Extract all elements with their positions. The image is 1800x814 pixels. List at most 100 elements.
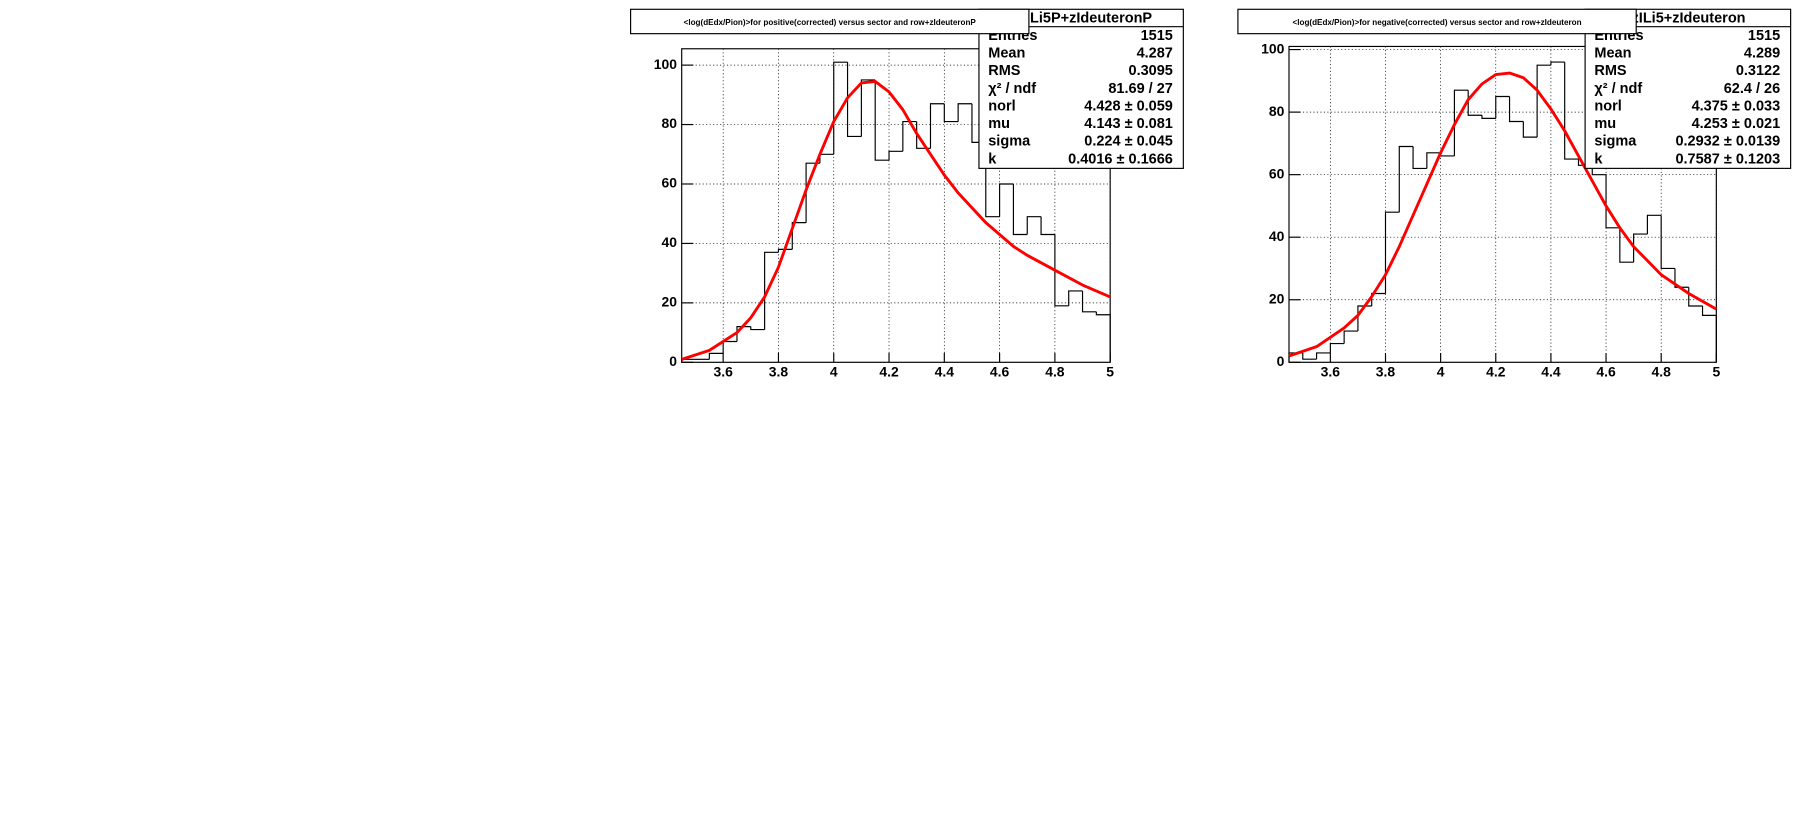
histogram-bin [1040, 216, 1055, 236]
y-tick-label: 0 [1277, 353, 1285, 369]
histogram-bin [929, 103, 945, 149]
stats-box [978, 8, 1184, 169]
histogram-bin [1412, 146, 1427, 169]
stats-box [1584, 8, 1792, 169]
x-tick-label: 3.8 [1376, 363, 1396, 379]
stats-value: 4.428 ± 0.059 [1084, 98, 1173, 114]
histogram-bin [1095, 311, 1111, 363]
y-tick-label: 80 [1269, 103, 1285, 119]
histogram-bin [874, 79, 890, 161]
stats-value: 0.3122 [1736, 63, 1780, 79]
stats-label: k [988, 151, 997, 167]
stats-value: 4.143 ± 0.081 [1084, 116, 1173, 132]
histogram-bin [1081, 290, 1097, 313]
histogram-bin [957, 103, 972, 122]
histogram-bin [1026, 216, 1042, 235]
histogram-bin [846, 62, 862, 138]
histogram-bin [860, 79, 876, 137]
title-box [630, 8, 1030, 35]
x-tick-label: 3.8 [769, 363, 789, 379]
histogram-bin [999, 183, 1014, 217]
stats-value: 4.253 ± 0.021 [1692, 116, 1781, 132]
stats-label: Mean [1594, 45, 1631, 61]
histogram-bin [1619, 227, 1634, 263]
stats-label: sigma [988, 134, 1031, 150]
x-tick-label: 5 [1106, 363, 1114, 379]
stats-value: 0.7587 ± 0.1203 [1675, 151, 1780, 167]
histogram-bin [777, 248, 793, 253]
stats-label: norl [1594, 98, 1621, 114]
histogram-bin [1357, 305, 1372, 332]
stats-value: 0.3095 [1129, 63, 1173, 79]
y-tick-label: 20 [662, 294, 678, 310]
histogram-bin [1660, 215, 1675, 270]
stats-value: 1515 [1141, 28, 1173, 44]
histogram-bin [1536, 64, 1551, 138]
x-tick-label: 4.2 [1486, 363, 1506, 379]
x-tick-label: 4.8 [1652, 363, 1672, 379]
histogram-bin [1674, 268, 1689, 288]
y-tick-label: 60 [1269, 165, 1285, 181]
y-tick-label: 100 [654, 56, 677, 72]
title-box [1237, 8, 1637, 35]
stats-label: χ² / ndf [988, 81, 1036, 97]
x-tick-label: 4 [830, 363, 838, 379]
stats-title: Li5P+zIdeuteronP [1030, 10, 1152, 26]
stats-label: norl [988, 98, 1015, 114]
histogram-bin [736, 326, 751, 342]
histogram-bin [1646, 214, 1662, 235]
histogram-bin [791, 222, 807, 250]
stats-value: 62.4 / 26 [1724, 81, 1780, 97]
stats-label: χ² / ndf [1594, 81, 1642, 97]
stats-label: RMS [1594, 63, 1627, 79]
x-tick-label: 4 [1437, 363, 1445, 379]
x-tick-label: 5 [1712, 363, 1720, 379]
x-tick-label: 4.6 [1596, 363, 1616, 379]
histogram-bin [1605, 174, 1620, 229]
chart-title: <log(dEdx/Pion)>for positive(corrected) … [684, 18, 977, 27]
histogram-bin [1329, 342, 1345, 353]
histogram-bin [1426, 152, 1441, 169]
stats-label: k [1594, 151, 1603, 167]
stats-label: mu [988, 116, 1010, 132]
y-tick-label: 100 [1261, 40, 1284, 56]
stats-label: Mean [988, 45, 1025, 61]
histogram-bin [1550, 61, 1565, 66]
histogram-bin [1012, 183, 1028, 236]
histogram-bin [1054, 234, 1069, 307]
histogram-bin [708, 352, 724, 360]
y-tick-label: 40 [662, 234, 678, 250]
histogram-bin [764, 251, 779, 330]
stats-value: 1515 [1748, 28, 1780, 44]
x-tick-label: 4.8 [1045, 363, 1065, 379]
histogram-bin [1302, 352, 1317, 360]
y-tick-label: 40 [1269, 228, 1285, 244]
histogram-bin [902, 120, 917, 152]
stats-label: RMS [988, 63, 1021, 79]
stats-value: 4.375 ± 0.033 [1692, 98, 1781, 114]
histogram-bin [1398, 145, 1414, 213]
histogram-bin [1371, 292, 1386, 307]
histogram-bin [1564, 62, 1579, 160]
stats-title: zILi5+zIdeuteron [1632, 10, 1746, 26]
stats-label: sigma [1594, 134, 1637, 150]
stats-value: 4.287 [1137, 45, 1173, 61]
histogram-bin [1522, 121, 1538, 138]
histogram-bin [750, 326, 765, 331]
stats-value: 0.224 ± 0.045 [1084, 134, 1173, 150]
fit-curve [681, 80, 1111, 361]
x-tick-label: 4.4 [935, 363, 955, 379]
histogram-bin [1481, 115, 1496, 119]
histogram-bin [681, 358, 696, 363]
histogram-bin [943, 103, 959, 123]
x-tick-label: 4.6 [990, 363, 1010, 379]
stats-value: 0.4016 ± 0.1666 [1068, 151, 1173, 167]
y-tick-label: 80 [662, 115, 678, 131]
histogram-bin [1343, 330, 1358, 344]
x-tick-label: 3.6 [1321, 363, 1341, 379]
chart-title: <log(dEdx/Pion)>for negative(corrected) … [1293, 18, 1582, 27]
histogram-bin [1315, 352, 1331, 360]
histogram-bin [1495, 95, 1510, 119]
